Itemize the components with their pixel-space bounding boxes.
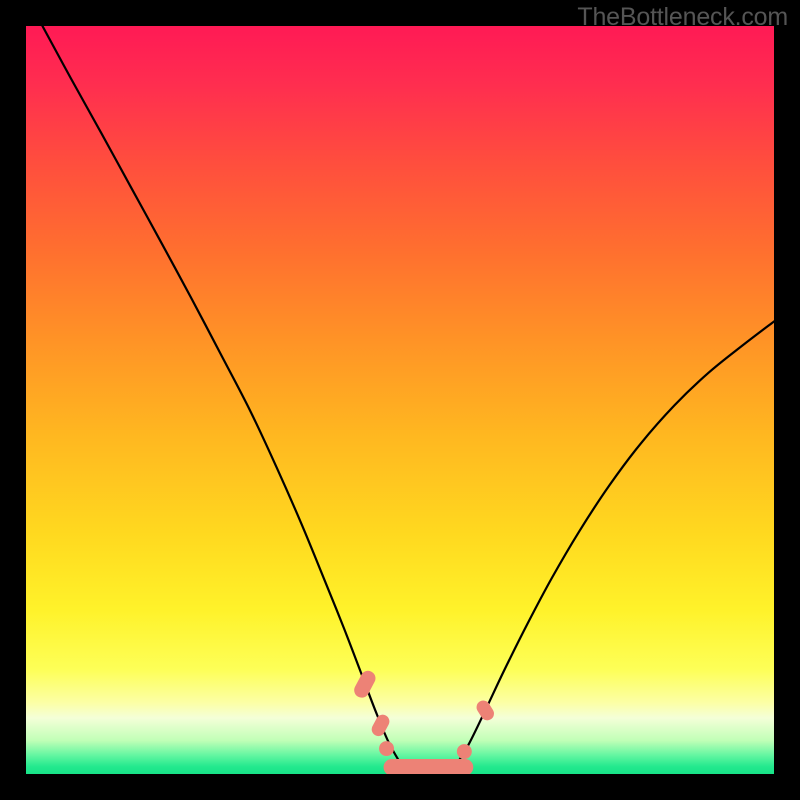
chart-frame	[26, 26, 774, 774]
watermark-text: TheBottleneck.com	[577, 3, 788, 32]
plot-svg	[26, 26, 774, 774]
marker-3	[379, 741, 394, 756]
marker-4	[457, 744, 472, 759]
marker-0	[384, 759, 474, 774]
gradient-background	[26, 26, 774, 774]
